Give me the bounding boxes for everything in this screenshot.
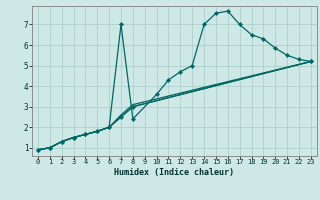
X-axis label: Humidex (Indice chaleur): Humidex (Indice chaleur) [115,168,234,177]
